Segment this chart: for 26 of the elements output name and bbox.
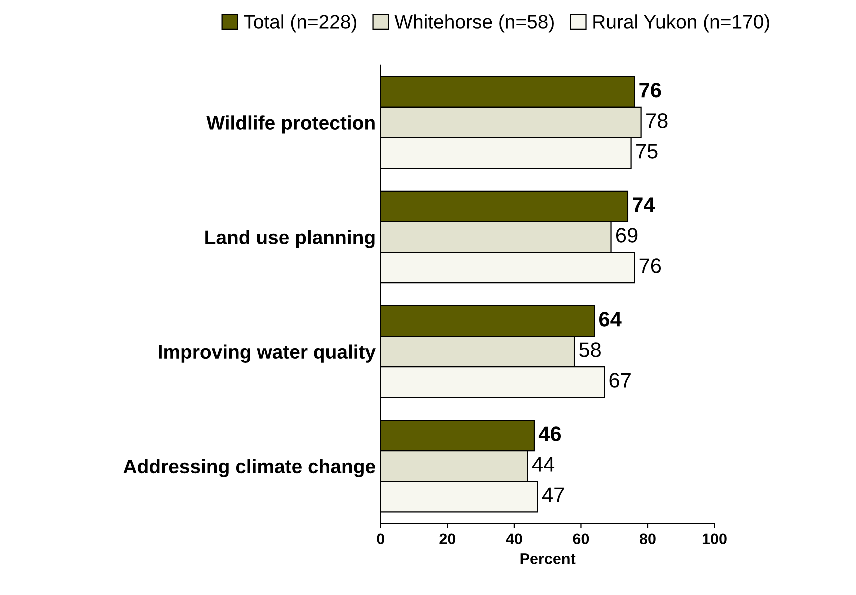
data-label: 67 — [610, 373, 631, 388]
x-tick-label: 100 — [702, 534, 727, 545]
data-label: 74 — [633, 198, 656, 212]
y-tick-label: Land use planning — [206, 230, 375, 248]
data-label: 47 — [542, 488, 564, 502]
x-axis-title: Percent — [520, 554, 576, 564]
x-tick-label: 20 — [440, 534, 456, 545]
data-label: 76 — [640, 258, 662, 274]
data-label: 75 — [636, 144, 658, 159]
legend-label: Whitehorse (n=58) — [394, 14, 554, 33]
data-label: 46 — [538, 426, 562, 442]
data-label: 69 — [616, 228, 638, 243]
data-label: 78 — [646, 114, 668, 128]
y-tick-label: Improving water quality — [159, 344, 376, 363]
x-tick-label: 40 — [506, 534, 522, 545]
legend-label: Rural Yukon (n=170) — [594, 14, 770, 33]
data-label: 44 — [532, 457, 555, 472]
y-tick-label: Wildlife protection — [206, 116, 375, 134]
x-tick-label: 60 — [573, 534, 590, 545]
x-tick-label: 80 — [640, 534, 656, 545]
data-label: 64 — [600, 312, 622, 327]
data-label: 58 — [580, 342, 601, 358]
y-tick-label: Addressing climate change — [124, 459, 376, 478]
x-tick-label: 0 — [377, 534, 385, 545]
data-label: 76 — [640, 83, 662, 98]
legend-label: Total (n=228) — [244, 14, 357, 33]
